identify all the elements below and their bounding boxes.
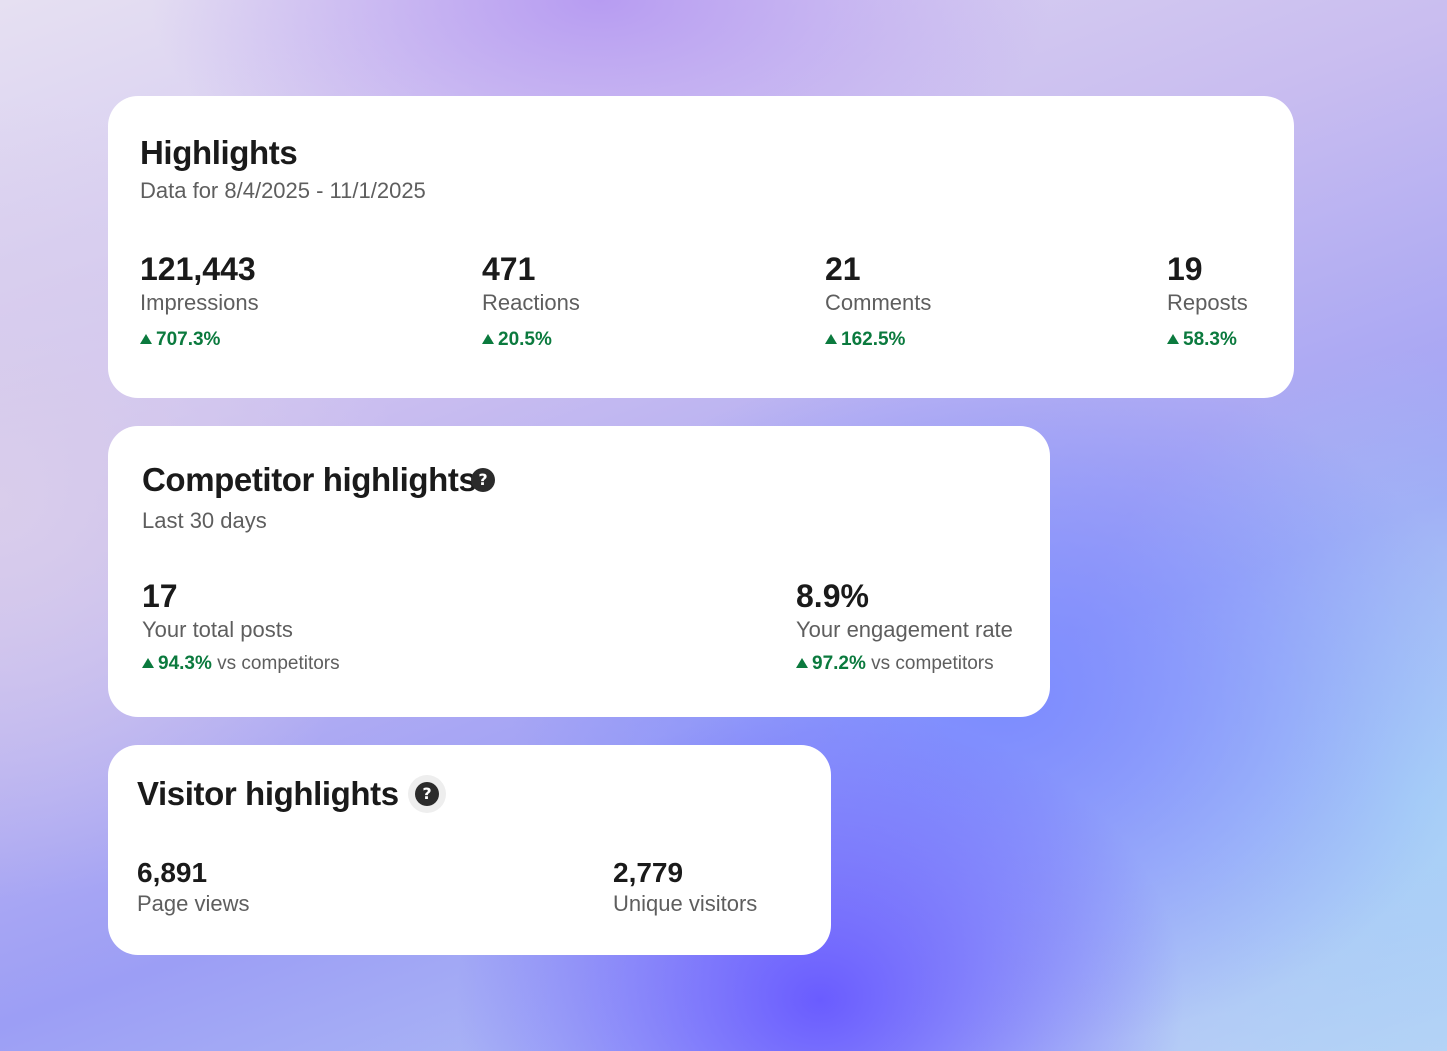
metric-value: 471: [482, 251, 536, 287]
metric-change: 58.3%: [1167, 328, 1248, 352]
metric-unique-visitors[interactable]: 2,779 Unique visitors: [613, 856, 757, 918]
up-triangle-icon: [1167, 334, 1179, 344]
comparison-text: vs competitors: [871, 653, 994, 674]
change-percent: 707.3%: [156, 329, 221, 350]
change-percent: 162.5%: [841, 329, 906, 350]
change-percent: 97.2%: [812, 653, 866, 674]
competitor-highlights-card: Competitor highlights ? Last 30 days 17 …: [108, 426, 1050, 717]
metric-comments[interactable]: 21 Comments 162.5%: [825, 250, 931, 352]
metric-value: 8.9%: [796, 578, 869, 614]
up-triangle-icon: [140, 334, 152, 344]
highlights-title: Highlights: [140, 134, 298, 171]
metric-label: Comments: [825, 290, 932, 315]
metric-value: 19: [1167, 251, 1203, 287]
metric-label: Page views: [137, 891, 250, 916]
metric-value: 2,779: [613, 857, 684, 888]
metric-label: Reactions: [482, 290, 580, 315]
metric-change: 94.3% vs competitors: [142, 652, 340, 676]
metric-change: 97.2% vs competitors: [796, 652, 1013, 676]
visitor-title: Visitor highlights: [137, 775, 399, 812]
metric-value: 17: [142, 578, 178, 614]
metric-impressions[interactable]: 121,443 Impressions 707.3%: [140, 250, 259, 352]
change-percent: 20.5%: [498, 329, 552, 350]
up-triangle-icon: [825, 334, 837, 344]
metric-label: Your total posts: [142, 617, 293, 642]
metric-change: 707.3%: [140, 328, 259, 352]
metric-label: Unique visitors: [613, 891, 758, 916]
up-triangle-icon: [796, 658, 808, 668]
competitor-period: Last 30 days: [142, 508, 267, 533]
metric-reactions[interactable]: 471 Reactions 20.5%: [482, 250, 580, 352]
up-triangle-icon: [482, 334, 494, 344]
metric-label: Your engagement rate: [796, 617, 1013, 642]
metric-page-views[interactable]: 6,891 Page views: [137, 856, 250, 918]
metric-change: 162.5%: [825, 328, 931, 352]
metric-reposts[interactable]: 19 Reposts 58.3%: [1167, 250, 1248, 352]
up-triangle-icon: [142, 658, 154, 668]
metric-total-posts[interactable]: 17 Your total posts 94.3% vs competitors: [142, 577, 340, 676]
competitor-title: Competitor highlights: [142, 461, 477, 498]
metric-value: 121,443: [140, 251, 256, 287]
highlights-date-range: Data for 8/4/2025 - 11/1/2025: [140, 178, 426, 203]
question-circle-icon[interactable]: ?: [471, 468, 495, 492]
comparison-text: vs competitors: [217, 653, 340, 674]
highlights-card: Highlights Data for 8/4/2025 - 11/1/2025…: [108, 96, 1294, 398]
metric-label: Reposts: [1167, 290, 1248, 315]
visitor-highlights-card: Visitor highlights ? 6,891 Page views 2,…: [108, 745, 831, 955]
metric-value: 6,891: [137, 857, 208, 888]
metric-engagement-rate[interactable]: 8.9% Your engagement rate 97.2% vs compe…: [796, 577, 1013, 676]
question-circle-icon[interactable]: ?: [415, 782, 439, 806]
change-percent: 58.3%: [1183, 329, 1237, 350]
metric-change: 20.5%: [482, 328, 580, 352]
change-percent: 94.3%: [158, 653, 212, 674]
metric-value: 21: [825, 251, 861, 287]
metric-label: Impressions: [140, 290, 259, 315]
